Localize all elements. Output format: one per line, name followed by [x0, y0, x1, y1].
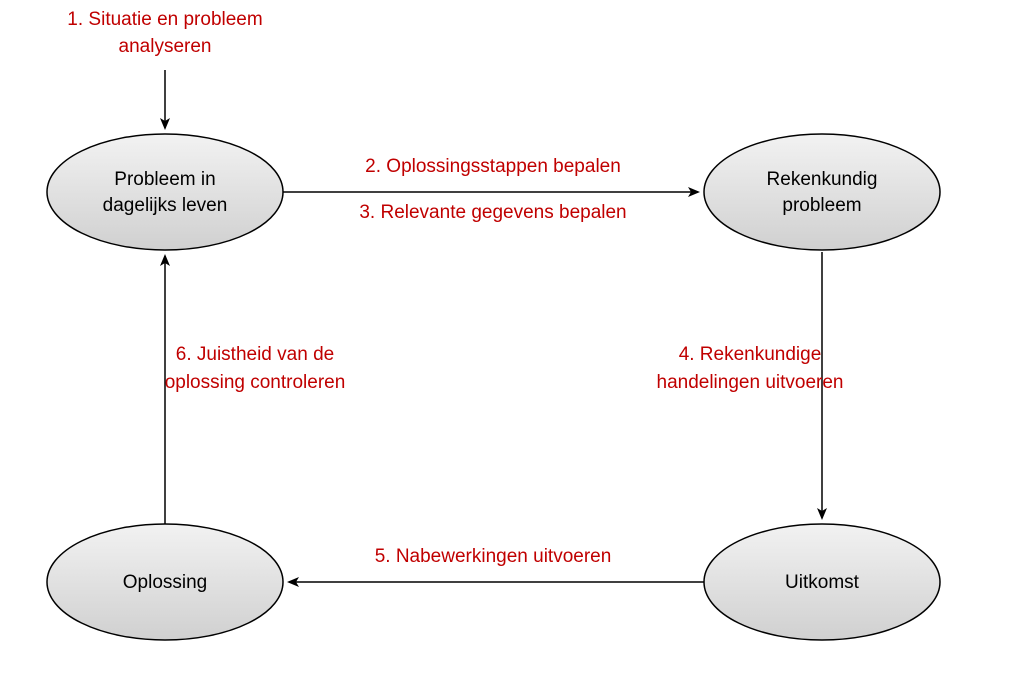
edge-label-step1-0: 1. Situatie en probleem — [67, 9, 262, 30]
node-rekenkundig — [704, 134, 940, 250]
node-probleem — [47, 134, 283, 250]
edge-label-step1-1: analyseren — [119, 36, 212, 57]
node-label-uitkomst-0: Uitkomst — [785, 572, 860, 593]
edge-label-step6-1: oplossing controleren — [165, 372, 346, 393]
edge-label-step5-0: 5. Nabewerkingen uitvoeren — [375, 546, 612, 567]
edge-label-step4-1: handelingen uitvoeren — [657, 372, 844, 393]
node-label-oplossing-0: Oplossing — [123, 572, 208, 593]
edge-label-step4-0: 4. Rekenkundige — [679, 344, 822, 365]
node-label-probleem-1: dagelijks leven — [103, 195, 228, 216]
node-label-probleem-0: Probleem in — [114, 169, 215, 190]
node-label-rekenkundig-0: Rekenkundig — [767, 169, 878, 190]
node-label-rekenkundig-1: probleem — [782, 195, 861, 216]
edge-label-step2_3-0: 2. Oplossingsstappen bepalen — [365, 156, 621, 177]
flowchart-canvas: Probleem in dagelijks leven Rekenkundig pro… — [0, 0, 1024, 691]
edge-label-step6-0: 6. Juistheid van de — [176, 344, 334, 365]
edge-label-step2_3-1: 3. Relevante gegevens bepalen — [359, 202, 626, 223]
